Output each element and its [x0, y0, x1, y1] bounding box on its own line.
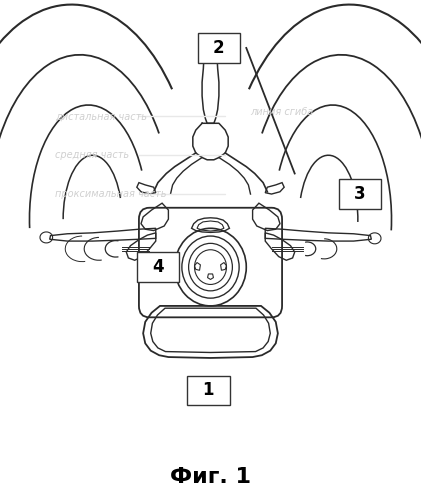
Text: проксимальная часть: проксимальная часть: [55, 189, 166, 199]
Text: 3: 3: [354, 185, 366, 203]
Text: средняя часть: средняя часть: [55, 150, 129, 160]
Text: дистальная часть: дистальная часть: [55, 111, 147, 121]
Text: линия сгиба: линия сгиба: [250, 107, 314, 117]
FancyBboxPatch shape: [187, 376, 230, 405]
Text: Фиг. 1: Фиг. 1: [170, 467, 251, 487]
FancyBboxPatch shape: [198, 33, 240, 62]
FancyBboxPatch shape: [338, 180, 381, 209]
FancyBboxPatch shape: [136, 252, 179, 282]
Text: 2: 2: [213, 39, 225, 57]
Text: 1: 1: [203, 381, 214, 399]
Text: 4: 4: [152, 258, 164, 276]
